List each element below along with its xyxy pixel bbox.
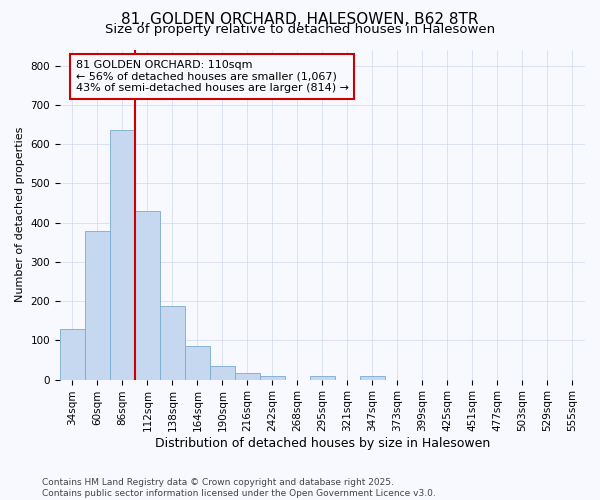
Text: Contains HM Land Registry data © Crown copyright and database right 2025.
Contai: Contains HM Land Registry data © Crown c… [42, 478, 436, 498]
Bar [210, 366, 235, 380]
Bar [310, 376, 335, 380]
Text: 81, GOLDEN ORCHARD, HALESOWEN, B62 8TR: 81, GOLDEN ORCHARD, HALESOWEN, B62 8TR [121, 12, 479, 28]
X-axis label: Distribution of detached houses by size in Halesowen: Distribution of detached houses by size … [155, 437, 490, 450]
Text: Size of property relative to detached houses in Halesowen: Size of property relative to detached ho… [105, 22, 495, 36]
Bar [135, 211, 160, 380]
Y-axis label: Number of detached properties: Number of detached properties [15, 127, 25, 302]
Bar [360, 376, 385, 380]
Bar [260, 376, 285, 380]
Bar [110, 130, 135, 380]
Bar [85, 232, 110, 380]
Bar [60, 328, 85, 380]
Bar [235, 372, 260, 380]
Bar [185, 346, 210, 380]
Text: 81 GOLDEN ORCHARD: 110sqm
← 56% of detached houses are smaller (1,067)
43% of se: 81 GOLDEN ORCHARD: 110sqm ← 56% of detac… [76, 60, 349, 93]
Bar [160, 306, 185, 380]
